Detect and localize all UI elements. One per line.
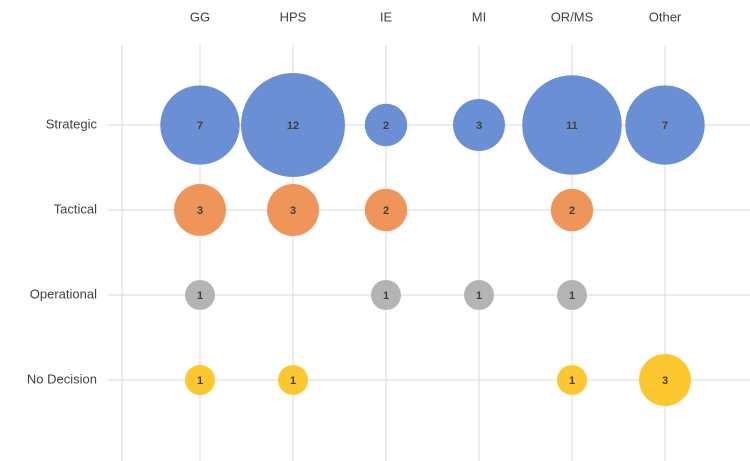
x-tick-label: OR/MS xyxy=(551,9,594,24)
bubble xyxy=(550,188,594,232)
data-label: 7 xyxy=(197,120,203,132)
data-label: 1 xyxy=(476,290,482,302)
data-label: 3 xyxy=(476,120,482,132)
bubble xyxy=(522,75,622,175)
data-label: 3 xyxy=(662,375,668,387)
bubble xyxy=(625,85,705,165)
bubble xyxy=(557,280,587,310)
data-label: 1 xyxy=(569,375,575,387)
y-tick-label: Strategic xyxy=(46,116,98,131)
data-label: 2 xyxy=(383,120,389,132)
data-label: 1 xyxy=(383,290,389,302)
data-label: 3 xyxy=(197,205,203,217)
y-tick-label: No Decision xyxy=(27,371,97,386)
data-label: 1 xyxy=(197,290,203,302)
y-tick-label: Operational xyxy=(30,286,97,301)
x-tick-label: HPS xyxy=(280,9,307,24)
bubble xyxy=(185,365,215,395)
bubble xyxy=(241,73,345,177)
x-tick-label: MI xyxy=(472,9,486,24)
bubble xyxy=(371,280,401,310)
bubble xyxy=(174,184,226,236)
y-tick-label: Tactical xyxy=(54,201,97,216)
x-tick-label: IE xyxy=(380,9,393,24)
bubble xyxy=(639,354,691,406)
bubble xyxy=(364,103,408,147)
data-label: 12 xyxy=(287,120,299,132)
data-label: 1 xyxy=(197,375,203,387)
bubble xyxy=(160,85,240,165)
data-label: 1 xyxy=(290,375,296,387)
data-label: 2 xyxy=(569,205,575,217)
bubble xyxy=(185,280,215,310)
bubble xyxy=(464,280,494,310)
data-label: 11 xyxy=(566,120,578,132)
x-tick-label: Other xyxy=(649,9,682,24)
bubble xyxy=(364,188,408,232)
bubble xyxy=(267,184,319,236)
data-label: 3 xyxy=(290,205,296,217)
data-label: 1 xyxy=(569,290,575,302)
x-tick-label: GG xyxy=(190,9,210,24)
bubble xyxy=(278,365,308,395)
data-label: 2 xyxy=(383,205,389,217)
bubble xyxy=(453,99,505,151)
bubble xyxy=(557,365,587,395)
data-label: 7 xyxy=(662,120,668,132)
